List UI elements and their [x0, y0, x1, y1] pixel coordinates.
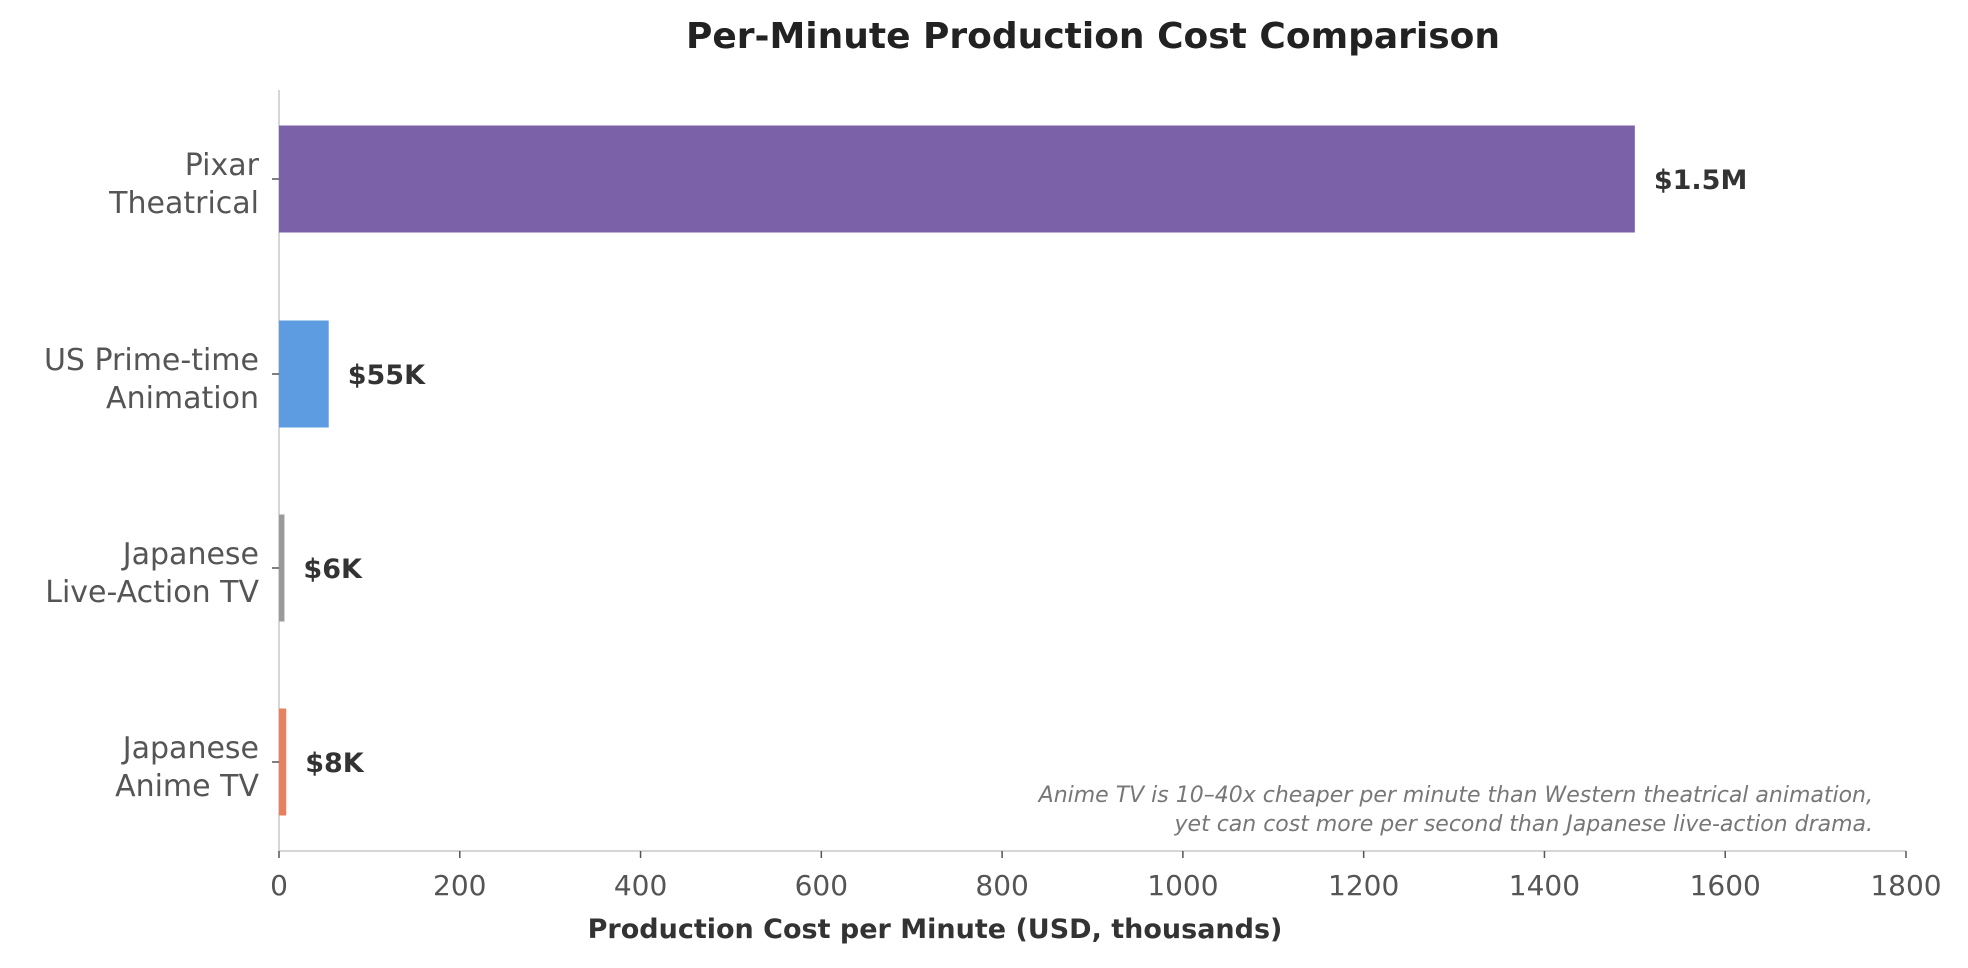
bar: [279, 708, 287, 816]
x-tick-label: 1600: [1690, 869, 1761, 902]
bar: [279, 514, 285, 622]
y-tick-label: Animation: [106, 381, 259, 416]
y-tick-label: US Prime-time: [44, 343, 259, 378]
chart-title: Per-Minute Production Cost Comparison: [686, 16, 1500, 57]
y-tick-label: Japanese: [121, 537, 259, 572]
annotation-line-1: Anime TV is 10–40x cheaper per minute th…: [1037, 783, 1873, 808]
x-tick-label: 1000: [1147, 869, 1218, 902]
y-tick-label: Pixar: [185, 148, 260, 183]
data-label: $8K: [305, 748, 365, 779]
y-tick-label: Theatrical: [108, 186, 259, 221]
data-label: $55K: [348, 360, 426, 391]
x-tick-label: 1400: [1509, 869, 1580, 902]
x-tick-label: 400: [614, 869, 667, 902]
annotation-line-2: yet can cost more per second than Japane…: [1174, 812, 1873, 837]
x-tick-label: 800: [975, 869, 1028, 902]
bar: [279, 125, 1635, 233]
y-tick-label: Live-Action TV: [45, 575, 259, 610]
x-tick-label: 1200: [1328, 869, 1399, 902]
x-axis-label: Production Cost per Minute (USD, thousan…: [588, 914, 1283, 945]
x-tick-label: 1800: [1870, 869, 1941, 902]
x-tick-label: 200: [433, 869, 486, 902]
data-label: $6K: [303, 554, 363, 585]
y-tick-label: Anime TV: [115, 769, 259, 804]
x-tick-label: 0: [270, 869, 288, 902]
bar: [279, 320, 329, 428]
x-tick-label: 600: [795, 869, 848, 902]
data-label: $1.5M: [1654, 165, 1748, 196]
y-tick-label: Japanese: [121, 731, 259, 766]
